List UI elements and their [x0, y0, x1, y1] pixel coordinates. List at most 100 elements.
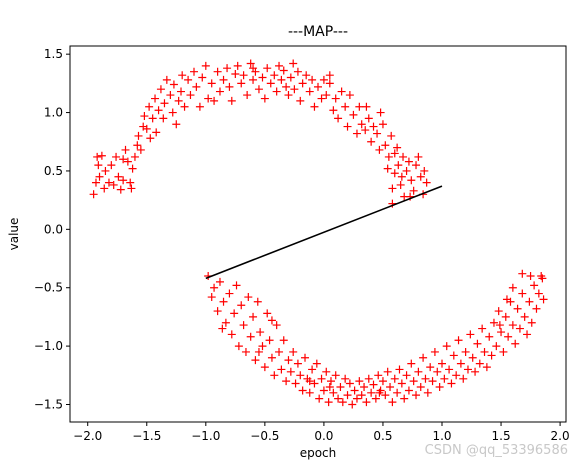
data-point-marker — [296, 371, 305, 380]
data-point-marker — [475, 359, 484, 368]
data-point-marker — [243, 91, 252, 100]
data-point-marker — [231, 70, 240, 79]
data-point-marker — [298, 79, 307, 88]
data-point-marker — [381, 141, 390, 150]
x-tick-label: −1.0 — [191, 429, 220, 443]
data-point-marker — [369, 380, 378, 389]
data-point-marker — [355, 377, 364, 386]
data-point-marker — [246, 332, 255, 341]
data-point-marker — [169, 80, 178, 89]
data-point-marker — [492, 342, 501, 351]
x-tick-label: 1.0 — [432, 429, 451, 443]
data-point-marker — [381, 391, 390, 400]
data-point-marker — [119, 155, 128, 164]
data-point-marker — [126, 178, 135, 187]
data-point-marker — [349, 110, 358, 119]
data-point-marker — [386, 382, 395, 391]
data-point-marker — [130, 152, 139, 161]
data-point-marker — [324, 398, 333, 407]
data-point-marker — [97, 151, 106, 160]
data-point-marker — [244, 293, 253, 302]
y-tick-label: 1.5 — [44, 47, 63, 61]
data-point-marker — [319, 386, 328, 395]
data-point-marker — [375, 388, 384, 397]
data-point-marker — [104, 178, 113, 187]
data-point-marker — [449, 351, 458, 360]
data-point-marker — [539, 295, 548, 304]
data-point-marker — [369, 122, 378, 131]
data-point-marker — [337, 87, 346, 96]
data-point-marker — [218, 324, 227, 333]
data-point-marker — [325, 71, 334, 80]
data-point-marker — [435, 382, 444, 391]
data-point-marker — [341, 102, 350, 111]
data-point-marker — [215, 87, 224, 96]
data-point-marker — [520, 312, 529, 321]
data-point-marker — [254, 347, 263, 356]
x-tick-label: −2.0 — [73, 429, 102, 443]
data-point-marker — [350, 386, 359, 395]
data-point-marker — [279, 66, 288, 75]
data-point-marker — [357, 391, 366, 400]
data-point-marker — [394, 161, 403, 170]
data-point-marker — [412, 391, 421, 400]
data-point-marker — [414, 367, 423, 376]
data-point-marker — [375, 145, 384, 154]
data-point-marker — [445, 365, 454, 374]
data-point-marker — [409, 377, 418, 386]
data-point-marker — [277, 365, 286, 374]
data-point-marker — [473, 339, 482, 348]
y-tick-label: 0.5 — [44, 164, 63, 178]
data-point-marker — [289, 347, 298, 356]
data-point-marker — [213, 307, 222, 316]
data-point-marker — [119, 176, 128, 185]
data-point-marker — [402, 371, 411, 380]
data-point-marker — [357, 120, 366, 129]
data-point-marker — [362, 398, 371, 407]
x-tick-label: −1.5 — [132, 429, 161, 443]
data-point-marker — [348, 400, 357, 409]
data-point-marker — [237, 301, 246, 310]
data-point-marker — [396, 180, 405, 189]
data-point-marker — [127, 184, 136, 193]
data-point-marker — [107, 161, 116, 170]
data-point-marker — [308, 75, 317, 84]
data-point-marker — [93, 152, 102, 161]
data-point-marker — [352, 394, 361, 403]
data-point-marker — [482, 363, 491, 372]
data-point-marker — [91, 178, 100, 187]
data-point-marker — [266, 79, 275, 88]
data-point-marker — [134, 131, 143, 140]
data-point-marker — [260, 94, 269, 103]
data-point-marker — [452, 371, 461, 380]
data-point-marker — [152, 128, 161, 137]
data-point-marker — [343, 122, 352, 131]
data-point-marker — [345, 91, 354, 100]
data-point-marker — [289, 59, 298, 68]
x-tick-label: 0.0 — [314, 429, 333, 443]
data-point-marker — [293, 67, 302, 76]
data-point-marker — [352, 129, 361, 138]
data-point-marker — [263, 309, 272, 318]
data-point-marker — [442, 342, 451, 351]
data-point-marker — [221, 318, 230, 327]
marker-layer — [89, 59, 548, 409]
data-point-marker — [210, 96, 219, 105]
data-point-marker — [390, 169, 399, 178]
data-point-marker — [459, 374, 468, 383]
data-point-marker — [416, 382, 425, 391]
data-point-marker — [508, 283, 517, 292]
data-point-marker — [249, 312, 258, 321]
x-tick-label: 2.0 — [551, 429, 570, 443]
data-point-marker — [123, 157, 132, 166]
line-layer — [205, 185, 443, 280]
data-point-marker — [146, 134, 155, 143]
data-point-marker — [219, 75, 228, 84]
data-point-marker — [246, 59, 255, 68]
data-point-marker — [438, 359, 446, 368]
data-point-marker — [121, 145, 130, 154]
data-point-marker — [404, 157, 413, 166]
data-point-marker — [286, 367, 295, 376]
data-point-marker — [260, 363, 269, 372]
